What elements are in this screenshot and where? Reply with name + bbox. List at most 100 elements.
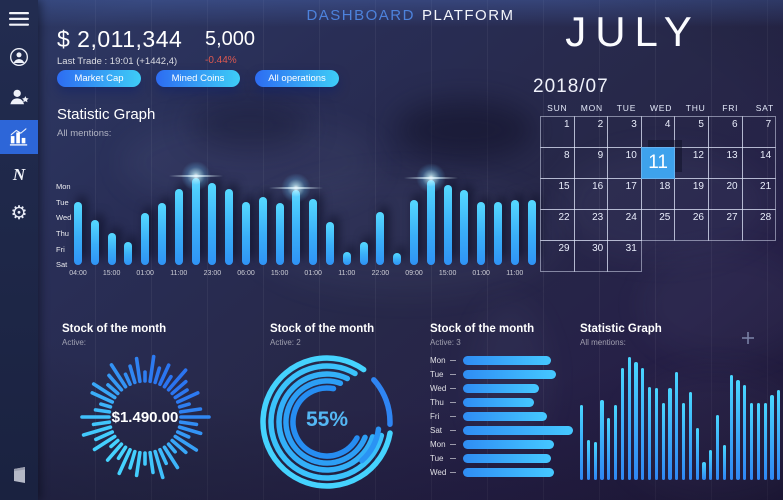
calendar-day-cell[interactable]: 25 (640, 209, 676, 241)
x-axis-label: 06:00 (237, 270, 255, 277)
calendar-day-cell[interactable]: 29 (540, 240, 575, 272)
calendar-day-cell[interactable]: 10 (607, 147, 642, 179)
hbar-bar (463, 383, 539, 393)
bar (342, 252, 351, 265)
bar (158, 203, 166, 265)
calendar-month-title: JULY (565, 8, 701, 55)
hbar-label: Tue (430, 453, 444, 463)
calendar-day-header: MON (580, 103, 603, 113)
wave-bar (675, 372, 679, 480)
hbar-tick (450, 373, 456, 375)
wave-bar (593, 442, 597, 480)
wave-bar (668, 388, 672, 480)
main-chart-subtitle: All mentions: (57, 128, 112, 139)
hbar-tick (450, 443, 456, 445)
sidebar-item-profile[interactable] (0, 44, 38, 70)
hbar-row: Thu (430, 395, 573, 409)
bar (208, 183, 217, 265)
x-axis-label: 04:00 (69, 270, 87, 277)
x-axis-label: 11:00 (338, 270, 356, 277)
calendar-day-cell[interactable]: 24 (607, 209, 642, 241)
wave-bar (634, 362, 638, 480)
hbar-row: Sat (430, 423, 573, 437)
calendar-day-cell[interactable]: 21 (741, 178, 777, 210)
hbar-tick (450, 415, 456, 417)
radial-spoke (177, 402, 191, 409)
wave-bar (600, 400, 604, 480)
wave-bar (641, 368, 645, 480)
sidebar-item-n-app[interactable]: N (0, 162, 38, 188)
calendar-day-cell[interactable]: 8 (540, 147, 575, 179)
radial-spoke (128, 364, 137, 385)
calendar-day-cell[interactable]: 7 (741, 116, 777, 148)
calendar-day-cell[interactable]: 15 (540, 178, 575, 210)
calendar-day-cell[interactable]: 13 (707, 147, 743, 179)
x-axis-label: 15:00 (270, 270, 289, 277)
hbar-bar (463, 425, 573, 435)
hbar-tick (450, 387, 456, 389)
hbar-row: Wed (430, 381, 573, 395)
radial-spoke (162, 374, 173, 389)
calendar-day-cell[interactable]: 17 (607, 178, 642, 210)
wave-bar (770, 395, 774, 480)
main-chart-y-labels: Mon Tue Wed Thu Fri Sat (56, 182, 71, 276)
radial-spoke (153, 366, 162, 385)
app-title-primary: DASHBOARD (306, 7, 415, 24)
calendar-day-cell[interactable]: 23 (573, 209, 609, 241)
calendar-day-cell[interactable]: 6 (707, 116, 743, 148)
sidebar-item-settings[interactable]: ⚙ (0, 200, 38, 226)
calendar-day-cell[interactable]: 18 (640, 178, 676, 210)
hbar-label: Sat (430, 425, 443, 435)
hbar-row: Fri (430, 409, 573, 423)
market-cap-button[interactable]: Market Cap (57, 70, 141, 87)
bar (410, 200, 418, 265)
calendar-day-cell[interactable]: 20 (707, 178, 743, 210)
calendar-day-cell[interactable]: 28 (741, 209, 777, 241)
menu-button[interactable] (0, 6, 38, 32)
bar (242, 202, 250, 265)
wave-bar (688, 392, 692, 480)
logout-icon (12, 466, 27, 484)
filter-buttons: Market Cap Mined Coins All operations (57, 70, 339, 87)
user-icon (9, 47, 29, 67)
calendar-week-row: 15 16 17 18 19 20 21 (540, 178, 777, 210)
hbar-label: Wed (430, 467, 447, 477)
calendar-day-cell[interactable]: 3 (607, 116, 642, 148)
calendar-day-cell[interactable]: 12 (674, 147, 709, 179)
radial-spoke (128, 449, 137, 470)
bar (258, 197, 267, 265)
calendar-week-row: 8 9 10 11 12 13 14 (540, 147, 777, 179)
calendar-day-cell[interactable]: 31 (607, 240, 642, 272)
bar (141, 213, 150, 265)
calendar-day-cell[interactable]: 27 (707, 209, 743, 241)
calendar-day-cell[interactable]: 16 (573, 178, 609, 210)
bar (124, 242, 133, 265)
widget-radial-title: Stock of the month (62, 323, 167, 335)
logout-button[interactable] (0, 462, 38, 488)
calendar-day-cell[interactable]: 4 (640, 116, 676, 148)
hbar-tick (450, 359, 456, 361)
bar (510, 200, 519, 265)
calendar-day-cell[interactable]: 22 (540, 209, 575, 241)
wave-bar (627, 357, 631, 480)
calendar-day-cell[interactable]: 2 (573, 116, 609, 148)
stats-secondary: 5,000 -0.44% (205, 28, 255, 66)
calendar-day-cell[interactable]: 19 (674, 178, 709, 210)
calendar-day-cell[interactable]: 9 (573, 147, 609, 179)
calendar-day-cell[interactable]: 5 (674, 116, 709, 148)
x-axis-label: 15:00 (102, 270, 121, 277)
calendar-day-cell[interactable]: 14 (741, 147, 777, 179)
wave-bar (661, 403, 665, 480)
sidebar-item-contacts[interactable] (0, 84, 38, 110)
sidebar-item-statistics[interactable] (0, 120, 38, 154)
y-axis-label: Fri (56, 244, 65, 254)
all-operations-button[interactable]: All operations (255, 70, 339, 87)
hbar-bar (463, 467, 554, 477)
calendar-day-cell[interactable]: 1 (540, 116, 575, 148)
wave-bar (736, 380, 740, 480)
mined-coins-button[interactable]: Mined Coins (156, 70, 240, 87)
calendar-day-cell[interactable]: 26 (674, 209, 709, 241)
calendar-selected-day[interactable]: 11 (640, 147, 676, 179)
calendar-day-cell[interactable]: 30 (573, 240, 609, 272)
wave-bar (648, 387, 652, 480)
